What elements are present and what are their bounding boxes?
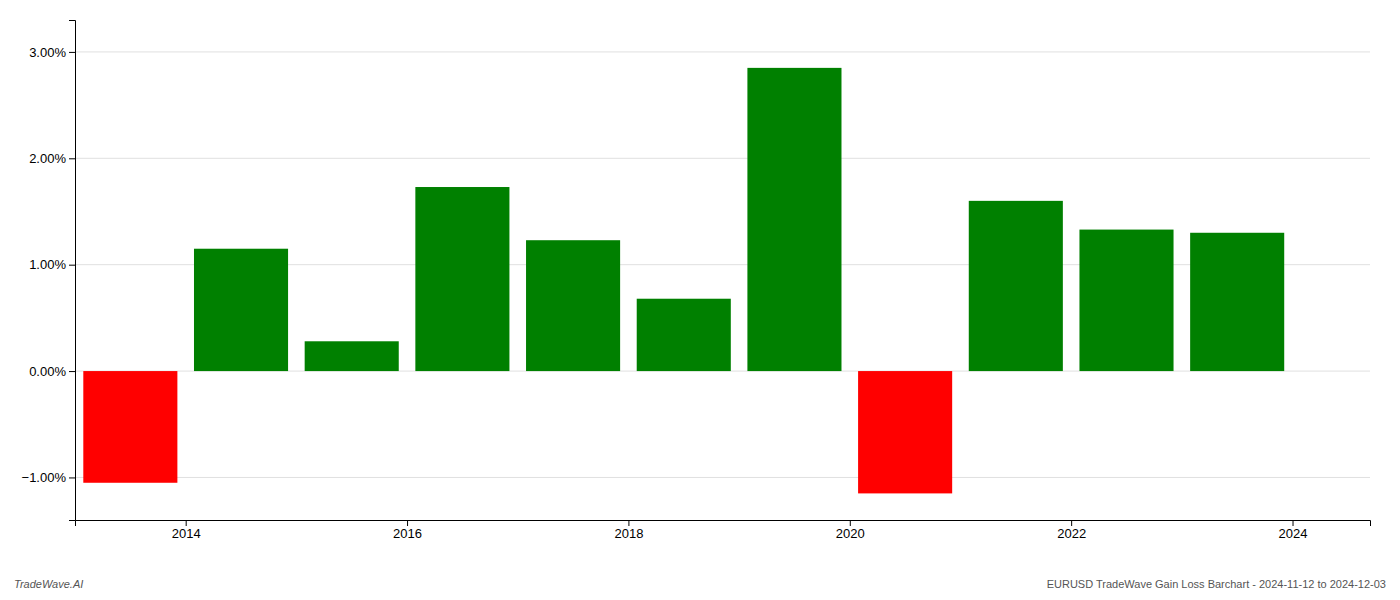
tick-mark <box>407 520 408 526</box>
grid-line <box>75 51 1370 52</box>
tick-label: 1.00% <box>29 257 66 272</box>
tick: −1.00% <box>22 470 75 485</box>
tick-label: 2024 <box>1279 526 1308 541</box>
bar <box>1079 230 1173 371</box>
bar <box>526 240 620 371</box>
tick: 2018 <box>614 520 643 541</box>
axis-line <box>69 21 76 521</box>
tick-label: 3.00% <box>29 45 66 60</box>
bar <box>637 299 731 371</box>
bar <box>747 68 841 371</box>
bar <box>415 187 509 371</box>
bar <box>83 371 177 483</box>
bar <box>1190 233 1284 371</box>
tick: 1.00% <box>29 257 75 272</box>
tick-label: −1.00% <box>22 470 67 485</box>
tick-mark <box>69 158 75 159</box>
tick: 2024 <box>1279 520 1308 541</box>
bars <box>83 68 1284 494</box>
footer-text: TradeWave.AI <box>14 578 83 590</box>
tick-label: 2014 <box>172 526 201 541</box>
grid-line <box>75 477 1370 478</box>
chart: −1.00%0.00%1.00%2.00%3.00%20142016201820… <box>0 0 1400 600</box>
tick-label: 2.00% <box>29 151 66 166</box>
tick: 3.00% <box>29 45 75 60</box>
tick: 0.00% <box>29 364 75 379</box>
bar <box>305 341 399 371</box>
x-axis: 2014 2016 2018 2020 2022 2024 <box>76 520 1371 541</box>
footer: TradeWave.AI EURUSD TradeWave Gain Loss B… <box>14 578 1386 590</box>
bar <box>858 371 952 493</box>
bar <box>194 249 288 371</box>
tick-label: 0.00% <box>29 364 66 379</box>
tick: 2.00% <box>29 151 75 166</box>
tick-mark <box>1293 520 1294 526</box>
tick-label: 2016 <box>393 526 422 541</box>
tick-mark <box>850 520 851 526</box>
tick-mark <box>69 477 75 478</box>
tick-label: 2022 <box>1057 526 1086 541</box>
footer-text: EURUSD TradeWave Gain Loss Barchart - 20… <box>1047 578 1386 590</box>
tick-mark <box>69 371 75 372</box>
grid-line <box>75 158 1370 159</box>
axis-line <box>76 521 1371 527</box>
bar <box>969 201 1063 371</box>
y-axis: −1.00% 0.00% 1.00% 2.00% 3.00% <box>22 21 76 521</box>
tick-mark <box>628 520 629 526</box>
tick: 2016 <box>393 520 422 541</box>
tick-label: 2018 <box>614 526 643 541</box>
tick-label: 2020 <box>836 526 865 541</box>
tick: 2020 <box>836 520 865 541</box>
tick-mark <box>186 520 187 526</box>
tick-mark <box>69 52 75 53</box>
tick: 2014 <box>172 520 201 541</box>
grid <box>75 52 1370 478</box>
tick: 2022 <box>1057 520 1086 541</box>
tick-mark <box>1071 520 1072 526</box>
tick-mark <box>69 265 75 266</box>
